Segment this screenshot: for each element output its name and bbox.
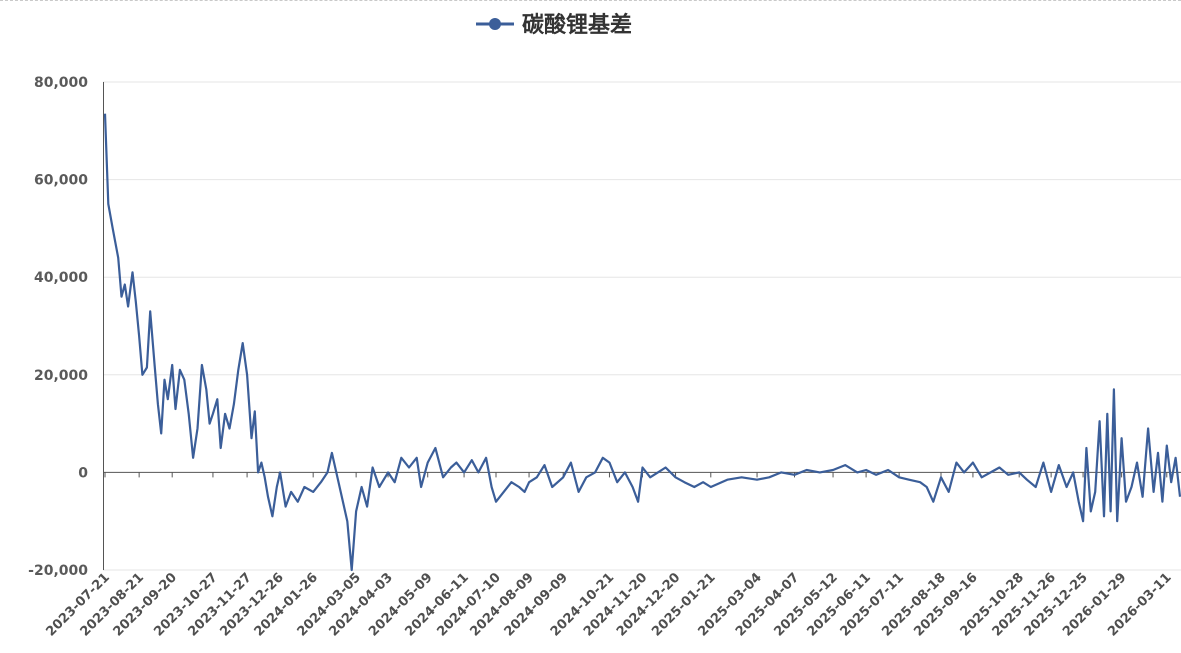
grid-lines: [103, 81, 1181, 571]
top-border: [0, 0, 1181, 1]
legend: 碳酸锂基差: [476, 12, 632, 38]
y-tick-label: -20,000: [28, 563, 88, 579]
y-tick-label: 20,000: [34, 368, 88, 384]
series-layer: [103, 113, 1181, 572]
y-tick-label: 80,000: [34, 75, 88, 91]
y-tick-label: 60,000: [34, 173, 88, 189]
y-axis: 80,000 60,000 40,000 20,000 0 -20,000: [28, 75, 104, 579]
x-axis: 2023-07-212023-08-212023-09-202023-10-27…: [43, 471, 1181, 640]
y-tick-label: 0: [78, 465, 88, 481]
series-line: [103, 113, 1181, 572]
legend-label: 碳酸锂基差: [522, 12, 632, 38]
legend-marker-icon: [489, 18, 501, 30]
y-tick-label: 40,000: [34, 270, 88, 286]
